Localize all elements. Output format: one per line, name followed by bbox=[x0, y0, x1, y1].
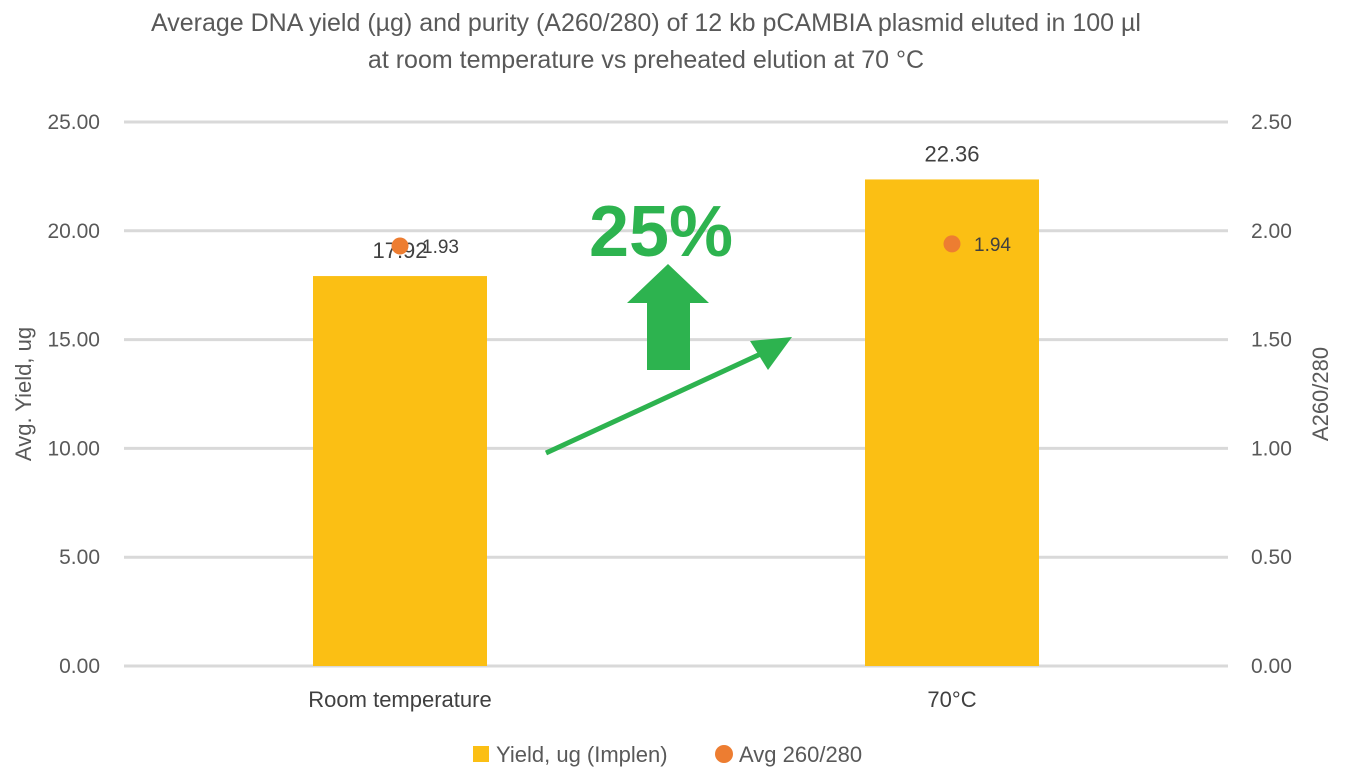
y2-tick-label: 0.00 bbox=[1251, 655, 1292, 678]
category-label: 70°C bbox=[927, 687, 976, 712]
legend-bar-swatch bbox=[473, 746, 489, 762]
diagonal-arrow-icon bbox=[544, 349, 767, 456]
y-tick-label: 20.00 bbox=[47, 220, 100, 243]
y-tick-label: 25.00 bbox=[47, 111, 100, 134]
chart-title-line-1: Average DNA yield (µg) and purity (A260/… bbox=[151, 9, 1141, 37]
scatter-series: 1.93 1.94 bbox=[391, 235, 1011, 258]
y2-tick-label: 2.50 bbox=[1251, 111, 1292, 134]
point-value-label: 1.93 bbox=[422, 237, 459, 258]
legend-point-swatch bbox=[715, 745, 733, 763]
bar bbox=[313, 276, 487, 666]
y-tick-label: 5.00 bbox=[59, 546, 100, 569]
y2-tick-label: 1.50 bbox=[1251, 329, 1292, 352]
bar-value-label: 22.36 bbox=[924, 141, 979, 166]
legend: Yield, ug (Implen) Avg 260/280 bbox=[473, 742, 862, 767]
scatter-point bbox=[943, 235, 961, 253]
bar-series: 17.9222.36 bbox=[313, 141, 1039, 666]
y-axis-title: Avg. Yield, ug bbox=[11, 327, 36, 461]
y-tick-label: 10.00 bbox=[47, 437, 100, 460]
category-label: Room temperature bbox=[308, 687, 491, 712]
y2-axis-ticks: 0.00 0.50 1.00 1.50 2.00 2.50 bbox=[1251, 111, 1292, 678]
y-tick-label: 0.00 bbox=[59, 655, 100, 678]
bar bbox=[865, 179, 1039, 666]
y-axis-ticks: 0.00 5.00 10.00 15.00 20.00 25.00 bbox=[47, 111, 100, 678]
y2-tick-label: 1.00 bbox=[1251, 437, 1292, 460]
legend-bar-label: Yield, ug (Implen) bbox=[496, 742, 668, 767]
y2-tick-label: 0.50 bbox=[1251, 546, 1292, 569]
percent-increase-label: 25% bbox=[589, 192, 733, 272]
point-value-label: 1.94 bbox=[974, 235, 1011, 256]
y2-tick-label: 2.00 bbox=[1251, 220, 1292, 243]
scatter-point bbox=[391, 237, 409, 255]
diagonal-arrow-head bbox=[750, 337, 792, 370]
legend-point-label: Avg 260/280 bbox=[739, 742, 862, 767]
up-arrow-icon bbox=[627, 264, 709, 370]
gridlines bbox=[124, 120, 1228, 668]
category-labels: Room temperature 70°C bbox=[308, 687, 976, 712]
chart-title-line-2: at room temperature vs preheated elution… bbox=[368, 46, 924, 74]
y2-axis-title: A260/280 bbox=[1308, 347, 1333, 441]
y-tick-label: 15.00 bbox=[47, 329, 100, 352]
